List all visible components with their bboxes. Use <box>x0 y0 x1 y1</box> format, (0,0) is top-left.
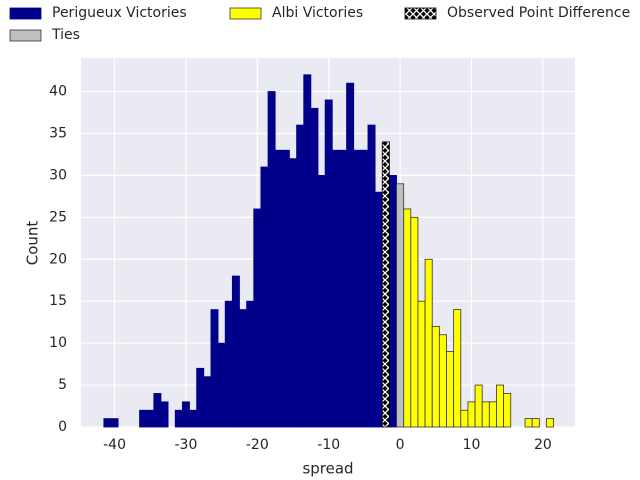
bar <box>524 418 533 428</box>
bar <box>503 393 512 428</box>
bar <box>317 175 326 428</box>
bar <box>181 401 190 428</box>
bar <box>367 124 376 428</box>
x-tick-label: 20 <box>534 437 552 453</box>
legend-label: Perigueux Victories <box>52 5 187 21</box>
legend-swatch <box>9 7 42 20</box>
bar <box>246 300 255 428</box>
bar <box>103 418 112 428</box>
y-tick-label: 15 <box>49 293 67 309</box>
x-axis-label: spread <box>302 460 353 478</box>
bar <box>488 401 497 428</box>
bar <box>388 175 397 428</box>
y-tick-label: 25 <box>49 209 67 225</box>
legend-swatch <box>229 7 262 20</box>
bar <box>360 149 369 428</box>
bar <box>324 99 333 428</box>
bar <box>417 300 426 428</box>
bar <box>303 74 312 428</box>
bar <box>496 384 505 428</box>
y-tick-label: 35 <box>49 125 67 141</box>
bar <box>281 149 290 428</box>
bar <box>231 275 240 428</box>
bar <box>453 309 462 428</box>
bar <box>403 208 412 428</box>
bar <box>481 401 490 428</box>
y-tick-label: 0 <box>58 419 67 435</box>
bar <box>153 393 162 428</box>
bar <box>396 183 405 428</box>
bar <box>331 149 340 428</box>
x-tick-label: 10 <box>463 437 481 453</box>
bar <box>438 334 447 428</box>
x-tick-label: -20 <box>246 437 269 453</box>
bar <box>146 409 155 428</box>
bar <box>310 107 319 428</box>
x-tick-label: -10 <box>317 437 340 453</box>
bar <box>267 91 276 428</box>
legend-label: Observed Point Difference <box>447 5 630 21</box>
bar <box>431 325 440 428</box>
bar <box>546 418 554 428</box>
bar <box>289 158 297 428</box>
legend-label: Albi Victories <box>272 5 363 21</box>
bar <box>253 208 262 428</box>
y-tick-label: 20 <box>49 251 67 267</box>
bar <box>139 409 148 428</box>
bar <box>274 149 283 428</box>
bar <box>189 409 198 428</box>
bar <box>353 149 362 428</box>
bar <box>381 141 390 428</box>
bar <box>296 124 305 428</box>
bar <box>346 82 355 428</box>
y-tick-label: 5 <box>58 377 67 393</box>
x-tick-label: -30 <box>175 437 198 453</box>
bar <box>196 367 205 428</box>
y-tick-label: 40 <box>49 84 67 100</box>
bar <box>224 300 233 428</box>
bar <box>174 409 183 428</box>
bar <box>217 342 226 428</box>
bar <box>531 418 540 428</box>
bar <box>260 166 269 428</box>
bar <box>374 191 383 428</box>
bar <box>339 149 347 428</box>
x-tick-label: -40 <box>103 437 126 453</box>
legend-label: Ties <box>51 27 80 43</box>
bar <box>203 376 212 428</box>
bar <box>467 401 476 428</box>
bar <box>410 216 419 428</box>
bar <box>160 401 169 428</box>
y-tick-label: 10 <box>49 335 67 351</box>
bar <box>110 418 119 428</box>
x-tick-label: 0 <box>396 437 405 453</box>
bar <box>210 309 219 428</box>
bar <box>424 258 433 428</box>
legend-swatch <box>404 7 437 20</box>
y-axis-label: Count <box>24 221 42 266</box>
y-tick-label: 30 <box>49 167 67 183</box>
bar <box>446 351 455 428</box>
bar <box>474 384 483 428</box>
legend-swatch <box>9 29 42 42</box>
bar <box>239 309 248 428</box>
bar <box>460 409 469 428</box>
